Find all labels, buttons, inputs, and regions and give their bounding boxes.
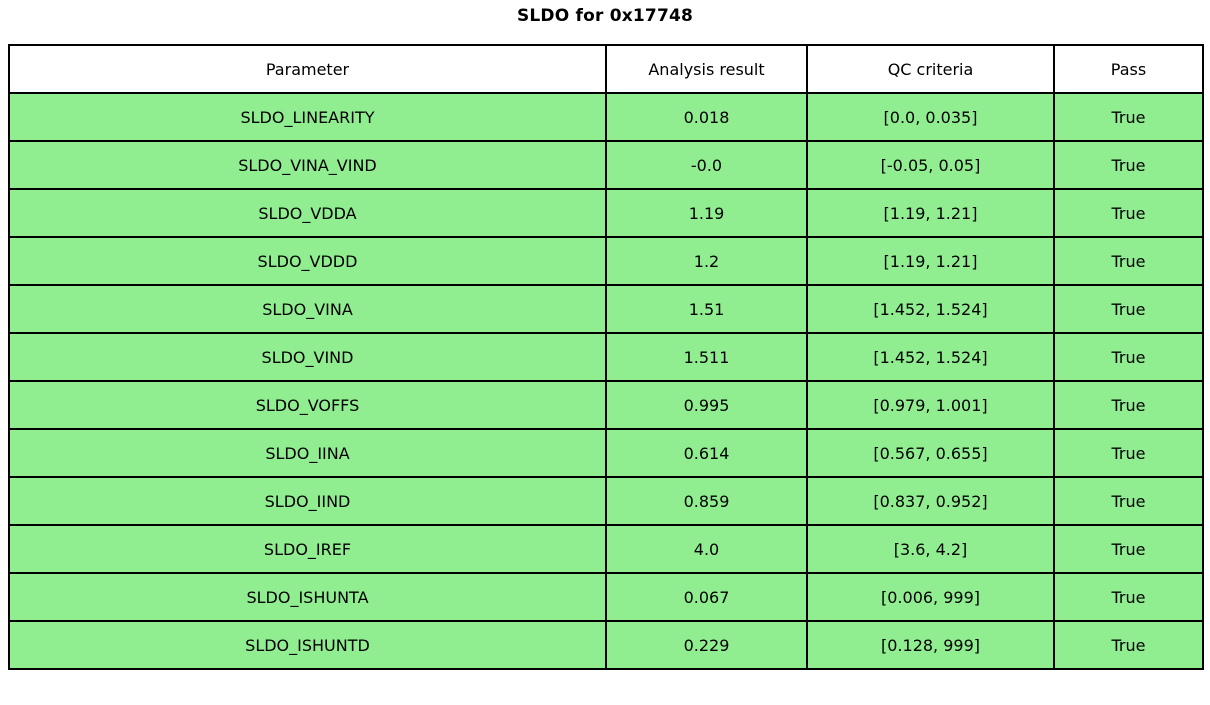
analysis-result-cell: 0.614 <box>605 428 808 478</box>
table-row: SLDO_ISHUNTD 0.229 [0.128, 999] True <box>8 620 1204 670</box>
qc-criteria-cell: [1.19, 1.21] <box>806 236 1055 286</box>
analysis-result-cell: 0.229 <box>605 620 808 670</box>
column-header-parameter: Parameter <box>8 44 607 94</box>
analysis-result-cell: 0.067 <box>605 572 808 622</box>
pass-cell: True <box>1053 332 1204 382</box>
pass-cell: True <box>1053 572 1204 622</box>
parameter-cell: SLDO_ISHUNTD <box>8 620 607 670</box>
parameter-cell: SLDO_VINA_VIND <box>8 140 607 190</box>
parameter-cell: SLDO_VDDA <box>8 188 607 238</box>
parameter-cell: SLDO_VIND <box>8 332 607 382</box>
column-header-qc-criteria: QC criteria <box>806 44 1055 94</box>
pass-cell: True <box>1053 428 1204 478</box>
pass-cell: True <box>1053 380 1204 430</box>
column-header-pass: Pass <box>1053 44 1204 94</box>
pass-cell: True <box>1053 92 1204 142</box>
qc-criteria-cell: [0.0, 0.035] <box>806 92 1055 142</box>
analysis-result-cell: 0.995 <box>605 380 808 430</box>
table-body: SLDO_LINEARITY 0.018 [0.0, 0.035] True SLDO_… <box>8 92 1204 670</box>
parameter-cell: SLDO_VDDD <box>8 236 607 286</box>
table-row: SLDO_VDDD 1.2 [1.19, 1.21] True <box>8 236 1204 286</box>
qc-criteria-cell: [1.452, 1.524] <box>806 332 1055 382</box>
table-row: SLDO_ISHUNTA 0.067 [0.006, 999] True <box>8 572 1204 622</box>
page-title: SLDO for 0x17748 <box>516 6 694 26</box>
qc-criteria-cell: [0.837, 0.952] <box>806 476 1055 526</box>
analysis-result-cell: 1.51 <box>605 284 808 334</box>
parameter-cell: SLDO_IINA <box>8 428 607 478</box>
table-row: SLDO_VDDA 1.19 [1.19, 1.21] True <box>8 188 1204 238</box>
parameter-cell: SLDO_IREF <box>8 524 607 574</box>
table-row: SLDO_VOFFS 0.995 [0.979, 1.001] True <box>8 380 1204 430</box>
parameter-cell: SLDO_VINA <box>8 284 607 334</box>
table-row: SLDO_VIND 1.511 [1.452, 1.524] True <box>8 332 1204 382</box>
qc-criteria-cell: [1.452, 1.524] <box>806 284 1055 334</box>
table-header-row: Parameter Analysis result QC criteria Pa… <box>8 44 1204 94</box>
pass-cell: True <box>1053 284 1204 334</box>
pass-cell: True <box>1053 236 1204 286</box>
parameter-cell: SLDO_IIND <box>8 476 607 526</box>
table-row: SLDO_IINA 0.614 [0.567, 0.655] True <box>8 428 1204 478</box>
analysis-result-cell: 0.859 <box>605 476 808 526</box>
qc-criteria-cell: [0.567, 0.655] <box>806 428 1055 478</box>
analysis-result-cell: 4.0 <box>605 524 808 574</box>
qc-criteria-cell: [1.19, 1.21] <box>806 188 1055 238</box>
parameter-cell: SLDO_ISHUNTA <box>8 572 607 622</box>
qc-criteria-cell: [0.979, 1.001] <box>806 380 1055 430</box>
analysis-result-cell: -0.0 <box>605 140 808 190</box>
qc-results-table: Parameter Analysis result QC criteria Pa… <box>8 44 1204 670</box>
table-row: SLDO_LINEARITY 0.018 [0.0, 0.035] True <box>8 92 1204 142</box>
table-row: SLDO_VINA 1.51 [1.452, 1.524] True <box>8 284 1204 334</box>
parameter-cell: SLDO_VOFFS <box>8 380 607 430</box>
qc-criteria-cell: [3.6, 4.2] <box>806 524 1055 574</box>
parameter-cell: SLDO_LINEARITY <box>8 92 607 142</box>
pass-cell: True <box>1053 524 1204 574</box>
pass-cell: True <box>1053 140 1204 190</box>
qc-criteria-cell: [0.006, 999] <box>806 572 1055 622</box>
pass-cell: True <box>1053 476 1204 526</box>
analysis-result-cell: 1.19 <box>605 188 808 238</box>
table-row: SLDO_IREF 4.0 [3.6, 4.2] True <box>8 524 1204 574</box>
table-row: SLDO_IIND 0.859 [0.837, 0.952] True <box>8 476 1204 526</box>
column-header-analysis-result: Analysis result <box>605 44 808 94</box>
table-row: SLDO_VINA_VIND -0.0 [-0.05, 0.05] True <box>8 140 1204 190</box>
pass-cell: True <box>1053 620 1204 670</box>
analysis-result-cell: 0.018 <box>605 92 808 142</box>
analysis-result-cell: 1.511 <box>605 332 808 382</box>
pass-cell: True <box>1053 188 1204 238</box>
qc-criteria-cell: [0.128, 999] <box>806 620 1055 670</box>
analysis-result-cell: 1.2 <box>605 236 808 286</box>
qc-criteria-cell: [-0.05, 0.05] <box>806 140 1055 190</box>
